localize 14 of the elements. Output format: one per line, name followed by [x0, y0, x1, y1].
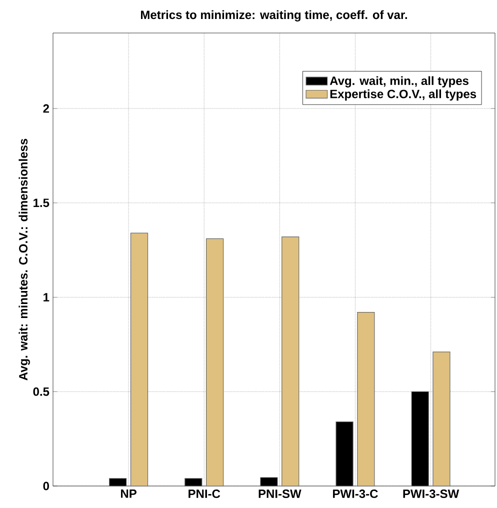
legend-label: Expertise C.O.V., all types — [330, 89, 476, 101]
x-tick-label: PNI-C — [188, 490, 220, 498]
y-tick-label: 0 — [43, 482, 49, 490]
y-tick-label: 0.5 — [33, 387, 50, 396]
chart-title: Metrics to minimize: waiting time, coeff. of var. — [140, 10, 407, 22]
y-tick-label: 2 — [43, 104, 49, 113]
y-axis-title: Avg. wait: minutes. C.O.V.: dimensionless — [18, 138, 30, 380]
y-tick-label: 1 — [44, 293, 50, 302]
legend-label: Avg. wait, min., all types — [330, 76, 468, 88]
x-tick-label: PWI-3-SW — [403, 490, 460, 498]
x-tick-label: NP — [121, 490, 136, 498]
x-tick-label: PNI-SW — [258, 490, 302, 498]
y-tick-label: 1.5 — [34, 198, 50, 208]
x-tick-label: PWI-3-C — [333, 490, 378, 498]
